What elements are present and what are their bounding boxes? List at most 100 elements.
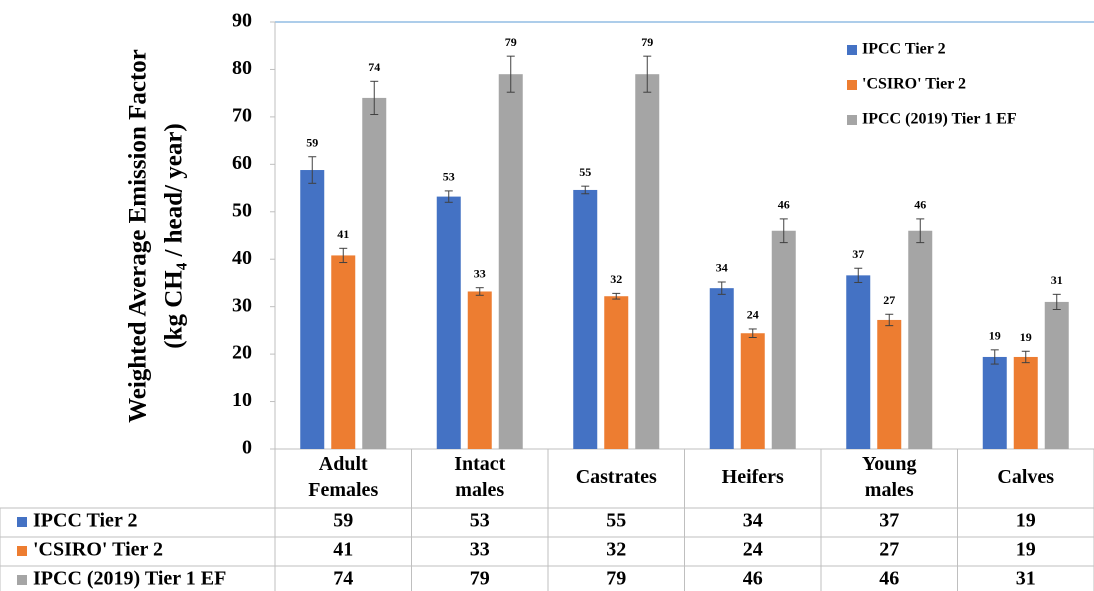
error-bar [370,80,379,116]
y-tick-label: 40 [232,247,252,269]
data-label: 24 [747,308,759,322]
y-tick-label: 30 [232,294,252,316]
y-tick-label: 90 [232,10,252,32]
table-cell: 79 [606,568,626,590]
data-label: 79 [641,35,653,49]
error-bar [339,247,348,264]
table-legend-swatch [17,575,27,585]
bar [604,296,629,449]
data-label: 79 [505,35,517,49]
y-tick-label: 60 [232,152,252,174]
bar [635,74,660,449]
table-cell: 37 [879,510,899,532]
y-tick-label: 10 [232,389,252,411]
data-label: 37 [852,247,864,261]
table-cell: 79 [470,568,490,590]
bar [573,189,598,449]
table-cell: 31 [1016,568,1036,590]
error-bar [916,218,925,244]
bar [331,255,356,449]
table-cell: 32 [606,539,626,561]
x-tick-label: Castrates [576,466,657,488]
table-legend-swatch [17,517,27,527]
error-bar [444,190,453,203]
data-label: 55 [579,165,591,179]
legend-swatch [847,80,857,90]
y-tick-label: 20 [232,342,252,364]
bar [877,319,902,449]
table-cell: 53 [470,510,490,532]
error-bar [308,156,317,184]
x-tick-label: Intact males [454,453,505,501]
table-row-label: IPCC (2019) Tier 1 EF [33,568,226,590]
table-cell: 27 [879,539,899,561]
error-bar [475,287,484,296]
data-label: 53 [443,170,455,184]
table-cell: 34 [743,510,763,532]
legend-label: IPCC Tier 2 [862,41,946,58]
table-cell: 41 [333,539,353,561]
table-legend-swatch [17,546,27,556]
table-cell: 33 [470,539,490,561]
data-label: 27 [883,293,895,307]
data-label: 46 [914,198,926,212]
bar [771,230,796,449]
legend-swatch [847,115,857,125]
table-cell: 19 [1016,539,1036,561]
error-bar [748,328,757,339]
data-label: 32 [610,272,622,286]
table-cell: 24 [743,539,763,561]
bar [467,291,492,449]
data-label: 19 [989,329,1001,343]
table-row-label: IPCC Tier 2 [33,510,137,532]
data-label: 34 [716,261,728,275]
y-tick-label: 70 [232,104,252,126]
x-tick-label: Adult Females [308,453,378,501]
data-label: 46 [778,198,790,212]
table-cell: 74 [333,568,353,590]
bar [300,170,325,449]
error-bar [612,292,621,300]
y-axis-title: (kg CH₄ / head/ year) [161,123,188,349]
table-cell: 55 [606,510,626,532]
bar [436,196,461,449]
table-cell: 19 [1016,510,1036,532]
y-tick-label: 0 [242,437,252,459]
bar [1044,301,1069,449]
bar [982,356,1007,449]
error-bar [506,55,515,93]
table-cell: 59 [333,510,353,532]
x-tick-label: Heifers [722,466,784,488]
data-label: 59 [306,135,318,149]
bar [362,97,387,450]
error-bar [581,185,590,195]
legend-swatch [847,45,857,55]
error-bar [779,218,788,244]
y-tick-label: 80 [232,57,252,79]
bar [740,333,765,449]
y-axis-title: Weighted Average Emission Factor [125,49,152,423]
table-row-label: 'CSIRO' Tier 2 [33,539,163,561]
error-bar [1052,293,1061,311]
y-tick-label: 50 [232,199,252,221]
error-bar [854,267,863,283]
bar [498,74,523,449]
legend-label: 'CSIRO' Tier 2 [862,76,966,93]
bar [709,288,734,449]
data-label: 33 [474,266,486,280]
legend-label: IPCC (2019) Tier 1 EF [862,111,1017,128]
error-bar [885,313,894,327]
table-cell: 46 [879,568,899,590]
data-label: 31 [1051,273,1063,287]
bar [1013,356,1038,449]
x-tick-label: Young males [862,453,916,501]
data-label: 19 [1020,330,1032,344]
error-bar [717,281,726,295]
data-label: 41 [337,227,349,241]
error-bar [643,55,652,93]
data-label: 74 [368,60,380,74]
error-bar [1021,350,1030,364]
bar [908,230,933,449]
table-cell: 46 [743,568,763,590]
